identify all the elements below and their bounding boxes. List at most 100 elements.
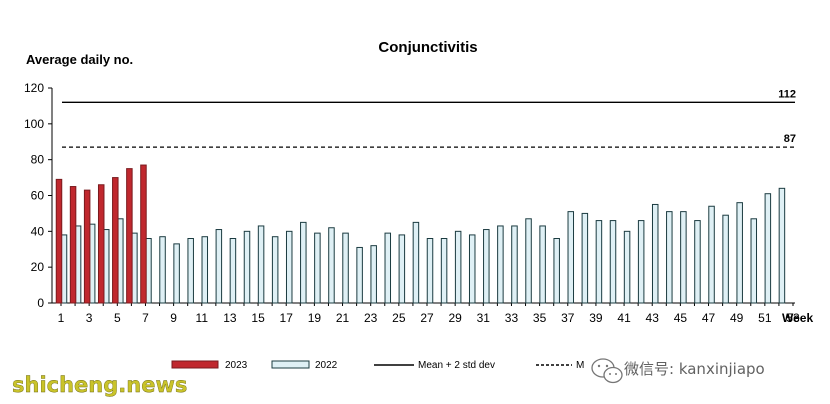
bar-2022-week-39 bbox=[595, 220, 603, 304]
x-tick-label: 21 bbox=[336, 311, 350, 325]
bar-2022-week-11 bbox=[201, 236, 209, 304]
bar-2022-week-52 bbox=[778, 187, 786, 304]
bar-2022-week-29 bbox=[454, 230, 462, 304]
x-tick-label: 1 bbox=[58, 311, 65, 325]
x-tick-label: 13 bbox=[223, 311, 237, 325]
x-tick-label: 39 bbox=[589, 311, 603, 325]
bar-2023-week-5 bbox=[112, 177, 119, 304]
reference-line-label: 87 bbox=[784, 133, 796, 145]
bar-2022-week-44 bbox=[666, 211, 673, 304]
bar-2023-week-3 bbox=[83, 189, 91, 304]
bar-2022-week-27 bbox=[426, 238, 434, 304]
bar-2022-week-37 bbox=[567, 211, 575, 304]
x-tick-label: 31 bbox=[477, 311, 491, 325]
x-axis-label: Week bbox=[782, 311, 813, 325]
bar-2022-week-51 bbox=[764, 193, 772, 304]
bar-2022-week-46 bbox=[694, 220, 701, 304]
bar-2022-week-28 bbox=[440, 238, 448, 304]
x-tick-label: 25 bbox=[392, 311, 406, 325]
legend-label-2023: 2023 bbox=[225, 360, 248, 371]
bar-2022-week-33 bbox=[511, 225, 518, 304]
y-axis-label: Average daily no. bbox=[26, 52, 133, 67]
bar-2022-week-34 bbox=[525, 218, 532, 304]
bar-2022-week-48 bbox=[722, 214, 729, 304]
bar-2022-week-12 bbox=[215, 229, 223, 304]
bar-2022-week-20 bbox=[328, 227, 335, 304]
bar-2023-week-1 bbox=[55, 178, 63, 304]
bar-2022-week-36 bbox=[553, 238, 560, 304]
legend-label-mean: M bbox=[576, 360, 584, 371]
y-axis-ticks: 0 20 40 60 80 100 120 bbox=[24, 81, 52, 310]
x-tick-label: 17 bbox=[280, 311, 294, 325]
x-tick-label: 27 bbox=[420, 311, 434, 325]
bar-2022-week-49 bbox=[736, 202, 743, 304]
chart-title: Conjunctivitis bbox=[378, 39, 477, 56]
x-tick-label: 9 bbox=[170, 311, 177, 325]
bar-2022-week-26 bbox=[412, 221, 420, 304]
bar-2023-week-7 bbox=[140, 164, 147, 304]
wechat-watermark: 微信号: kanxinjiapo bbox=[591, 358, 765, 384]
bars-2022-group bbox=[60, 187, 786, 304]
bar-2022-week-16 bbox=[271, 236, 279, 304]
bar-2022-week-13 bbox=[229, 238, 237, 304]
x-tick-label: 3 bbox=[86, 311, 93, 325]
bar-2022-week-35 bbox=[539, 225, 546, 304]
y-tick-label: 0 bbox=[37, 296, 44, 310]
y-tick-label: 40 bbox=[31, 224, 45, 238]
legend: 2023 2022 Mean + 2 std dev M bbox=[171, 360, 584, 371]
bar-2022-week-18 bbox=[300, 221, 307, 304]
x-tick-label: 29 bbox=[448, 311, 462, 325]
bar-2022-week-38 bbox=[581, 212, 589, 304]
x-tick-label: 37 bbox=[561, 311, 575, 325]
y-tick-label: 60 bbox=[31, 189, 45, 203]
bar-2022-week-21 bbox=[342, 232, 349, 304]
x-tick-label: 35 bbox=[533, 311, 547, 325]
x-tick-label: 49 bbox=[730, 311, 744, 325]
bar-2023-week-4 bbox=[97, 184, 105, 304]
bar-2022-week-43 bbox=[651, 203, 659, 304]
x-tick-label: 53 bbox=[786, 311, 800, 325]
reference-lines: 112 87 bbox=[62, 88, 796, 148]
bar-2022-week-25 bbox=[398, 234, 406, 304]
bar-2022-week-15 bbox=[257, 225, 265, 304]
bar-2022-week-42 bbox=[637, 220, 645, 304]
x-axis-ticks: 1 3 5 7 9 11 13 15 17 19 21 23 25 27 29 31 33 35 37 39 41 43 4… bbox=[58, 303, 800, 325]
x-tick-label: 33 bbox=[505, 311, 519, 325]
x-tick-label: 7 bbox=[142, 311, 149, 325]
bar-2022-week-32 bbox=[497, 225, 504, 304]
x-tick-label: 5 bbox=[114, 311, 121, 325]
bar-2022-week-9 bbox=[173, 243, 180, 304]
x-tick-label: 51 bbox=[758, 311, 772, 325]
bar-2022-week-22 bbox=[356, 246, 363, 304]
wechat-logo-icon bbox=[591, 358, 623, 384]
bar-2023-week-6 bbox=[126, 168, 133, 304]
x-tick-label: 19 bbox=[308, 311, 322, 325]
x-tick-label: 23 bbox=[364, 311, 378, 325]
x-tick-label: 43 bbox=[646, 311, 660, 325]
bar-2022-week-30 bbox=[468, 234, 476, 304]
legend-swatch-2023 bbox=[171, 360, 219, 369]
bar-2022-week-14 bbox=[243, 230, 251, 304]
bar-2022-week-41 bbox=[623, 230, 631, 304]
y-tick-label: 80 bbox=[31, 153, 45, 167]
y-tick-label: 100 bbox=[24, 117, 44, 131]
bar-2022-week-47 bbox=[708, 205, 715, 304]
bar-2022-week-17 bbox=[285, 230, 293, 304]
bar-2022-week-24 bbox=[384, 232, 392, 304]
x-tick-label: 15 bbox=[251, 311, 265, 325]
bar-2022-week-31 bbox=[483, 229, 490, 304]
legend-label-mean-2sd: Mean + 2 std dev bbox=[418, 360, 495, 371]
bar-2022-week-8 bbox=[159, 236, 166, 304]
bar-2022-week-23 bbox=[370, 245, 377, 304]
y-tick-label: 20 bbox=[31, 260, 45, 274]
x-tick-label: 11 bbox=[196, 311, 209, 325]
bar-2022-week-19 bbox=[314, 232, 321, 304]
x-tick-label: 45 bbox=[674, 311, 688, 325]
x-tick-label: 47 bbox=[702, 311, 716, 325]
reference-line-label: 112 bbox=[778, 88, 796, 100]
bar-2022-week-50 bbox=[750, 218, 758, 304]
bar-2022-week-10 bbox=[187, 238, 194, 304]
site-watermark: shicheng.news bbox=[12, 373, 187, 397]
wechat-handle: 微信号: kanxinjiapo bbox=[624, 360, 765, 378]
